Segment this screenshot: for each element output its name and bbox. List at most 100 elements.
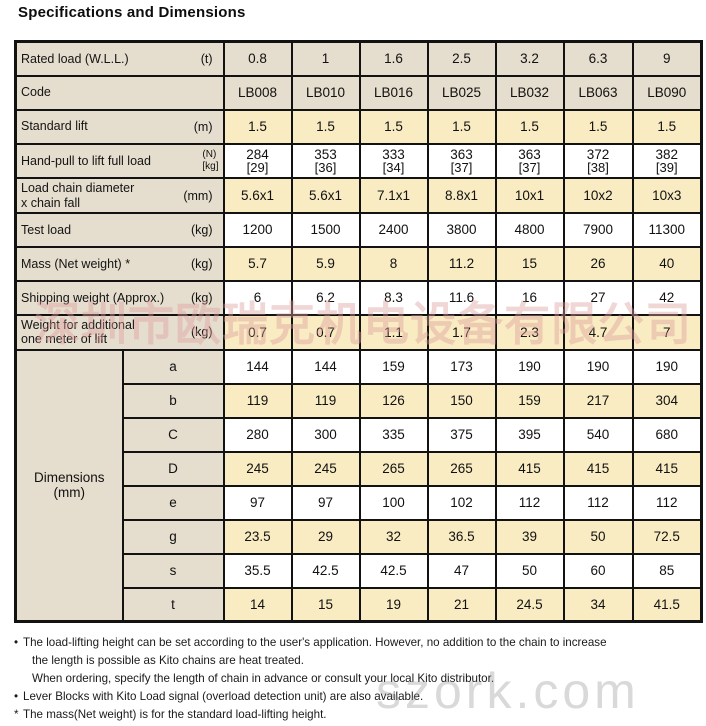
row-label-cell: Hand-pull to lift full load (N) [kg] (14, 142, 225, 180)
value-cell: 6 (222, 279, 293, 316)
value-cell: 1.5 (290, 108, 361, 145)
value-cell: 112 (494, 484, 565, 521)
row-label-wrap: Test load (kg) (21, 223, 219, 237)
value-cell: 112 (631, 484, 703, 521)
value-cell: LB016 (358, 74, 429, 111)
row-unit-text: (kg) (190, 222, 213, 237)
footnote-line-0: • The load-lifting height can be set acco… (14, 634, 698, 652)
value-cell: 10x2 (562, 177, 634, 214)
value-cell: 245 (290, 450, 361, 487)
row-label-cell: Shipping weight (Approx.) (kg) (14, 279, 225, 316)
dimension-row-g: g 23.5 29 32 36.5 39 50 72.5 (16, 518, 703, 555)
value-cell: 10x3 (631, 177, 703, 214)
spec-row-1: Code LB008 LB010 LB016 LB025 LB032 LB063 LB090 (14, 74, 703, 111)
footnote-line-1: the length is possible as Kito chains ar… (23, 652, 698, 670)
value-text: 9 (663, 51, 671, 67)
row-label-wrap: Standard lift (m) (21, 119, 219, 133)
value-cell: 34 (562, 586, 634, 623)
row-label-text: Hand-pull to lift full load (21, 153, 151, 168)
row-label-text: Test load (21, 222, 72, 237)
row-label-wrap: Load chain diameter x chain fall (mm) (21, 181, 219, 210)
value-subtext: [36] (314, 159, 337, 175)
dimension-key-cell: t (121, 586, 225, 623)
dimensions-unit-text: (mm) (53, 485, 85, 501)
value-cell: 304 (631, 382, 703, 419)
value-text: 8.3 (384, 290, 403, 306)
value-text: 1500 (310, 222, 341, 238)
value-text: 8 (389, 256, 398, 272)
value-cell: 1.5 (562, 108, 634, 145)
value-cell: 1.6 (358, 40, 429, 77)
value-cell: 29 (290, 518, 361, 555)
value-text: 27 (590, 290, 606, 306)
value-cell: 375 (426, 416, 497, 453)
footnote-line-2: When ordering, specify the length of cha… (23, 670, 698, 688)
value-cell: 680 (631, 416, 703, 453)
value-cell: 3800 (426, 211, 497, 248)
value-cell: 415 (631, 450, 703, 487)
value-text: 5.9 (316, 256, 335, 272)
value-cell: 119 (222, 382, 293, 419)
value-text: 42 (659, 290, 675, 306)
value-text: 1.5 (316, 118, 335, 134)
value-text: LB025 (441, 84, 482, 100)
row-label-cell: Standard lift (m) (14, 108, 225, 145)
value-cell: 26 (562, 245, 634, 282)
value-cell: 6.2 (290, 279, 361, 316)
value-cell: 4800 (494, 211, 565, 248)
value-subtext: [38] (587, 159, 609, 175)
row-unit-text: (kg) (190, 256, 213, 271)
value-text: LB032 (509, 84, 550, 100)
value-cell: 540 (562, 416, 634, 453)
value-cell: 39 (494, 518, 565, 555)
dimension-row-s: s 35.5 42.5 42.5 47 50 60 85 (16, 552, 703, 589)
row-unit-text: (N) [kg] (202, 149, 219, 172)
footnote-line-3: • Lever Blocks with Kito Load signal (ove… (14, 688, 698, 706)
value-cell: LB008 (222, 74, 293, 111)
spec-row-0: Rated load (W.L.L.) (t) 0.8 1 1.6 2.5 3.2 6.3 9 (14, 40, 703, 77)
value-cell: 2.5 (426, 40, 497, 77)
value-cell: 97 (222, 484, 293, 521)
value-cell: 27 (562, 279, 634, 316)
footnote-text: Lever Blocks with Kito Load signal (over… (23, 690, 424, 703)
value-text: LB016 (373, 84, 414, 100)
value-cell: 173 (426, 348, 497, 385)
value-text: 3.2 (520, 51, 539, 67)
value-text: 1.5 (657, 118, 677, 134)
value-cell: 47 (426, 552, 497, 589)
row-label-wrap: Hand-pull to lift full load (N) [kg] (21, 149, 219, 172)
value-text: 7.1x1 (377, 187, 411, 203)
value-cell: 14 (222, 586, 293, 623)
value-cell: 15 (290, 586, 361, 623)
value-cell: 1.5 (426, 108, 497, 145)
value-cell: 284 [29] (222, 142, 293, 180)
dimension-key-cell: b (121, 382, 225, 419)
value-cell: 7.1x1 (358, 177, 429, 214)
dimension-row-e: e 97 97 100 102 112 112 112 (16, 484, 703, 521)
value-cell: 415 (494, 450, 565, 487)
dimension-key-cell: D (121, 450, 225, 487)
value-cell: 415 (562, 450, 634, 487)
row-label-cell: Code (14, 74, 225, 111)
dimension-key-cell: g (121, 518, 225, 555)
value-cell: 15 (494, 245, 565, 282)
value-cell: 150 (426, 382, 497, 419)
value-cell: 9 (631, 40, 703, 77)
value-text: 372 (586, 146, 610, 162)
spec-row-6: Mass (Net weight) * (kg) 5.7 5.9 8 11.2 15 26 40 (14, 245, 703, 282)
row-unit-text: (kg) (190, 325, 213, 340)
footnote-line-4: * The mass(Net weight) is for the standar… (14, 706, 698, 724)
value-cell: 1.5 (631, 108, 703, 145)
value-cell: 0.7 (290, 313, 361, 351)
value-cell: 19 (358, 586, 429, 623)
dimension-row-D: D 245 245 265 265 415 415 415 (16, 450, 703, 487)
value-text: 5.6x1 (309, 187, 343, 203)
value-cell: 0.7 (222, 313, 293, 351)
value-cell: 1200 (222, 211, 293, 248)
value-text: LB010 (305, 84, 346, 100)
value-subtext: [37] (450, 159, 473, 175)
value-cell: 42.5 (358, 552, 429, 589)
spec-row-3: Hand-pull to lift full load (N) [kg] 284 [29… (14, 142, 703, 180)
footnotes: • The load-lifting height can be set acco… (14, 634, 698, 724)
value-text: 8.8x1 (445, 187, 479, 203)
